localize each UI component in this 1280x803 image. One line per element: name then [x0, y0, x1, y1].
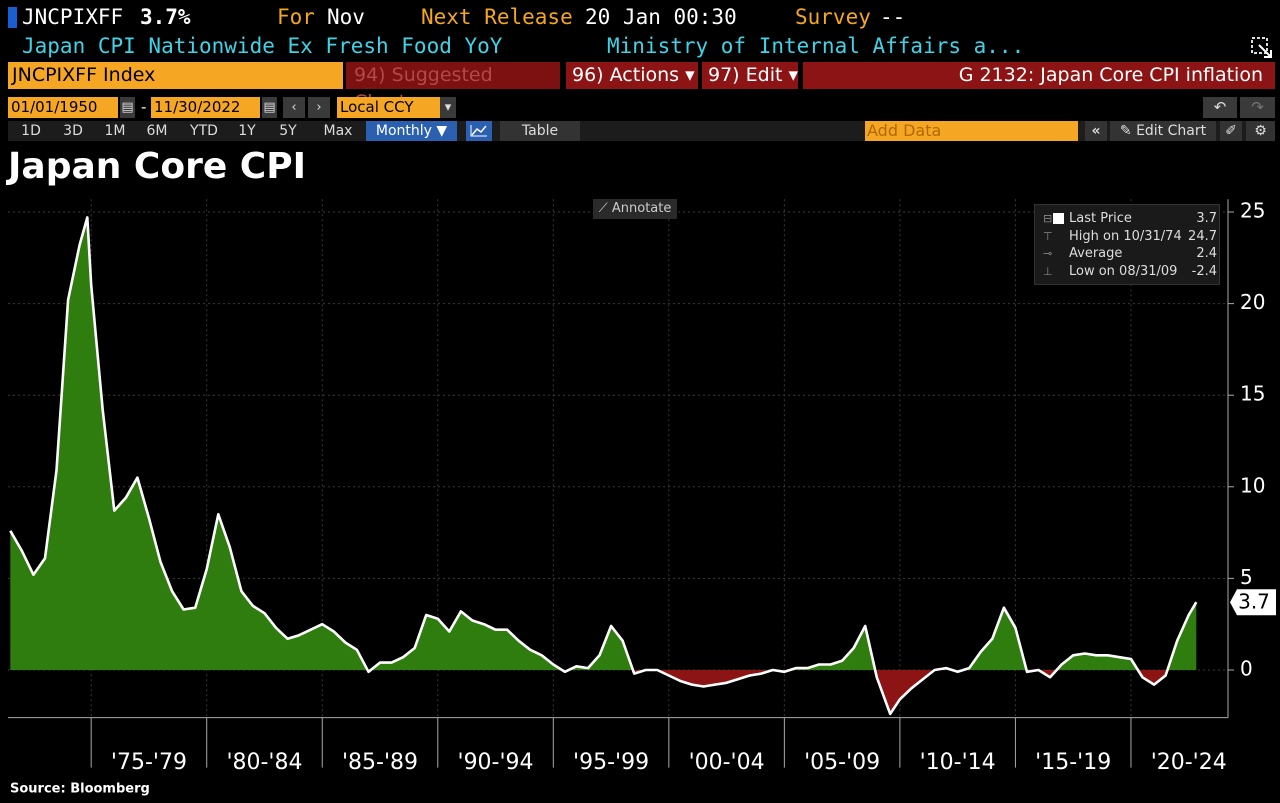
end-date: 11/30/2022 [154, 98, 241, 116]
legend-box: ⊟ Last Price 3.7 ⊤ High on 10/31/74 24.7 ⊸ Aver… [1034, 204, 1220, 285]
legend-name: Low on 08/31/09 [1069, 263, 1178, 279]
draw-button[interactable]: ✐ [1220, 121, 1242, 141]
end-date-input[interactable]: 11/30/2022 [151, 97, 260, 118]
status-marker [8, 7, 17, 28]
y-tick-label: 10 [1240, 473, 1265, 497]
actions-button[interactable]: 96) Actions ▾ [566, 62, 698, 89]
chart-id-bar: G 2132: Japan Core CPI inflation [803, 62, 1275, 89]
period-button[interactable]: 6M [146, 123, 168, 139]
y-tick-label: 15 [1240, 382, 1265, 406]
undo-button[interactable]: ↶ [1203, 97, 1237, 118]
prev-button[interactable]: ‹ [283, 97, 305, 118]
legend-glyph: ⊥ [1043, 264, 1053, 278]
collapse-button[interactable]: « [1085, 121, 1107, 141]
x-tick-label: '85-'89 [342, 750, 418, 775]
legend-value: -2.4 [1191, 263, 1217, 279]
line [9, 216, 1198, 716]
security-field[interactable]: JNCPIXFF Index [8, 62, 343, 89]
actions-text: 96) Actions ▾ [572, 64, 695, 86]
x-tick-label: '20-'24 [1151, 750, 1227, 775]
legend-glyph: ⊟ [1043, 212, 1053, 225]
edit-text: 97) Edit ▾ [708, 64, 798, 86]
y-tick-label: 5 [1240, 565, 1253, 589]
period-button[interactable]: 3D [63, 123, 83, 139]
table-text: Table [521, 123, 559, 139]
last-value-label: 3.7 [1238, 590, 1270, 614]
legend-row: ⊤ High on 10/31/74 24.7 [1043, 228, 1217, 246]
x-tick-label: '00-'04 [689, 750, 765, 775]
end-calendar[interactable]: ▤ [262, 97, 277, 118]
y-tick-label: 25 [1240, 199, 1265, 223]
frequency-text: Monthly ▼ [375, 123, 448, 139]
legend-row: ⊸ Average 2.4 [1043, 245, 1217, 263]
legend-name: Average [1069, 246, 1123, 261]
source-org: Ministry of Internal Affairs a... [607, 34, 1025, 58]
for-label: For [277, 5, 315, 29]
annotate-button[interactable]: ⟋ Annotate [593, 199, 677, 219]
edit-chart-button[interactable]: ✎ Edit Chart [1110, 121, 1216, 141]
currency-dropdown[interactable]: ▾ [440, 97, 456, 118]
security-text: JNCPIXFF Index [12, 64, 156, 86]
last-value-tag [1230, 589, 1276, 616]
chart-title: Japan Core CPI [5, 146, 306, 187]
next-release-value: 20 Jan 00:30 [585, 5, 737, 29]
period-button[interactable]: YTD [190, 123, 218, 139]
legend-name: High on 10/31/74 [1069, 228, 1182, 244]
legend-name: Last Price [1069, 211, 1132, 226]
start-calendar[interactable]: ▤ [120, 97, 135, 118]
legend-value: 2.4 [1196, 246, 1217, 261]
last-value: 3.7% [140, 5, 191, 29]
for-value: Nov [327, 5, 365, 29]
period-button[interactable]: 1D [21, 123, 41, 139]
description: Japan CPI Nationwide Ex Fresh Food YoY [22, 34, 503, 58]
settings-button[interactable]: ⚙ [1246, 121, 1275, 141]
line-chart-toggle[interactable] [466, 121, 492, 141]
popout-icon[interactable] [1250, 36, 1274, 60]
x-tick-label: '90-'94 [458, 750, 534, 775]
period-button[interactable]: 5Y [279, 123, 297, 139]
survey-label: Survey [795, 5, 871, 29]
add-data-input[interactable]: Add Data [865, 121, 1078, 141]
period-button[interactable]: Max [323, 123, 353, 139]
x-tick-label: '80-'84 [226, 750, 302, 775]
x-tick-label: '15-'19 [1035, 750, 1111, 775]
x-tick-label: '10-'14 [920, 750, 996, 775]
legend-value: 24.7 [1188, 228, 1217, 244]
start-date: 01/01/1950 [11, 98, 98, 116]
annotate-text: Annotate [611, 201, 672, 216]
area-positive [10, 217, 1197, 670]
source-note: Source: Bloomberg [10, 782, 150, 797]
period-button[interactable]: 1M [104, 123, 126, 139]
redo-button[interactable]: ↷ [1240, 97, 1275, 118]
legend-row: ⊥ Low on 08/31/09 -2.4 [1043, 263, 1217, 281]
start-date-input[interactable]: 01/01/1950 [8, 97, 118, 118]
edit-button[interactable]: 97) Edit ▾ [702, 62, 798, 89]
x-tick-label: '95-'99 [573, 750, 649, 775]
x-tick-label: '75-'79 [111, 750, 187, 775]
legend-glyph: ⊤ [1043, 229, 1053, 243]
date-dash: - [141, 98, 147, 116]
survey-value: -- [880, 5, 906, 29]
period-button[interactable]: 1Y [238, 123, 256, 139]
chart-id-text: G 2132: Japan Core CPI inflation [958, 64, 1263, 86]
ticker: JNCPIXFF [22, 5, 124, 29]
legend-value: 3.7 [1196, 211, 1217, 226]
frequency-select[interactable]: Monthly ▼ [366, 121, 457, 141]
y-tick-label: 0 [1240, 656, 1253, 680]
suggested-charts-button[interactable]: 94) Suggested Charts [346, 62, 560, 113]
y-tick-label: 20 [1240, 290, 1265, 314]
legend-row: ⊟ Last Price 3.7 [1043, 210, 1217, 228]
table-button[interactable]: Table [500, 121, 580, 141]
edit-chart-text: Edit Chart [1136, 123, 1207, 139]
next-button[interactable]: › [308, 97, 330, 118]
next-release-label: Next Release [421, 5, 573, 29]
x-tick-label: '05-'09 [804, 750, 880, 775]
currency: Local CCY [340, 98, 414, 116]
legend-glyph: ⊸ [1043, 247, 1053, 260]
legend-swatch [1053, 213, 1064, 224]
currency-select[interactable]: Local CCY [337, 97, 440, 118]
add-data-text: Add Data [867, 121, 942, 140]
